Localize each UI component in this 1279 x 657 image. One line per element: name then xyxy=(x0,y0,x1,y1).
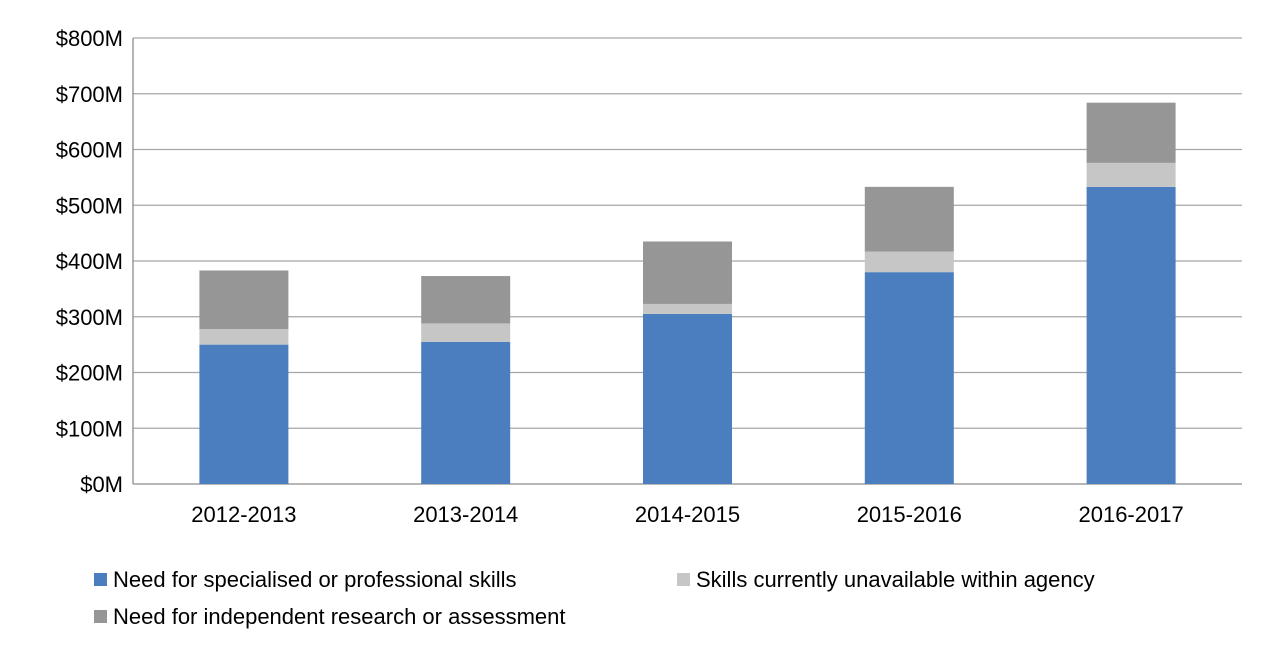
y-tick-label: $100M xyxy=(56,416,123,441)
x-axis: 2012-2013 2013-2014 2014-2015 2015-2016 2016… xyxy=(191,502,1183,527)
bar-segment xyxy=(421,323,511,342)
legend-swatch xyxy=(94,610,107,623)
legend: Need for specialised or professional ski… xyxy=(94,567,1095,629)
bar-segment xyxy=(1086,162,1176,187)
y-axis: $0M $100M $200M $300M $400M $500M $600M $700M $8… xyxy=(56,26,134,497)
y-tick-label: $800M xyxy=(56,26,123,51)
bar-segment xyxy=(199,329,289,345)
legend-label: Need for independent research or assessm… xyxy=(113,604,565,629)
y-tick-label: $0M xyxy=(80,472,123,497)
bar-segment xyxy=(643,303,732,314)
bar-segment xyxy=(864,251,954,273)
legend-label: Need for specialised or professional ski… xyxy=(113,567,517,592)
bar-segment xyxy=(199,270,289,330)
bar-segment xyxy=(421,276,511,324)
x-tick-label: 2016-2017 xyxy=(1078,502,1183,527)
x-tick-label: 2013-2014 xyxy=(413,502,518,527)
legend-label: Skills currently unavailable within agen… xyxy=(696,567,1095,592)
bar-segment xyxy=(864,186,954,252)
y-tick-label: $400M xyxy=(56,249,123,274)
bar-segment xyxy=(1086,102,1176,163)
x-tick-label: 2012-2013 xyxy=(191,502,296,527)
bar-segment xyxy=(864,272,954,484)
bars xyxy=(199,102,1176,485)
bar-segment xyxy=(643,241,732,304)
legend-swatch xyxy=(677,573,690,586)
y-tick-label: $600M xyxy=(56,138,123,163)
bar-segment xyxy=(1086,186,1176,485)
bar-segment xyxy=(199,344,289,484)
x-tick-label: 2015-2016 xyxy=(857,502,962,527)
legend-swatch xyxy=(94,573,107,586)
y-tick-label: $500M xyxy=(56,193,123,218)
y-tick-label: $700M xyxy=(56,82,123,107)
bar-segment xyxy=(421,341,511,484)
x-tick-label: 2014-2015 xyxy=(635,502,740,527)
y-tick-label: $200M xyxy=(56,361,123,386)
bar-segment xyxy=(643,313,732,484)
y-tick-label: $300M xyxy=(56,305,123,330)
